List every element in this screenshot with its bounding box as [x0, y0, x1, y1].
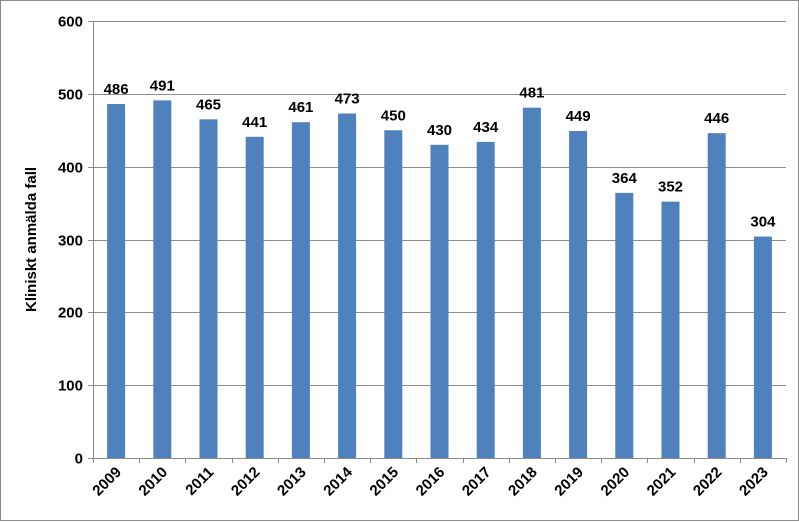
- y-tick-label: 100: [58, 378, 83, 395]
- x-tick-label: 2022: [690, 464, 726, 500]
- y-tick-label: 0: [75, 451, 83, 468]
- data-label: 430: [427, 122, 452, 139]
- y-tick-label: 200: [58, 305, 83, 322]
- data-label: 491: [150, 77, 175, 94]
- bar: [476, 141, 495, 459]
- data-label: 352: [658, 179, 683, 196]
- bar: [430, 144, 449, 459]
- x-tick-label: 2016: [413, 464, 449, 500]
- x-tick-label: 2020: [598, 464, 634, 500]
- bars: [107, 100, 772, 459]
- bar: [522, 107, 541, 459]
- bar: [707, 133, 726, 458]
- x-tick-label: 2010: [136, 464, 172, 500]
- x-tick-label: 2011: [182, 464, 217, 499]
- data-label: 461: [288, 99, 313, 116]
- bar: [569, 130, 588, 458]
- bar: [615, 192, 634, 459]
- y-tick-label: 600: [58, 14, 83, 31]
- y-axis-title: Kliniskt anmälda fall: [23, 167, 40, 312]
- x-tick-label: 2019: [551, 464, 587, 500]
- data-label: 441: [242, 114, 267, 131]
- bar: [199, 119, 218, 458]
- data-label: 449: [566, 108, 591, 125]
- data-label: 304: [750, 214, 776, 231]
- data-label: 446: [704, 110, 729, 127]
- x-tick-label: 2014: [320, 463, 356, 499]
- bar: [107, 104, 126, 458]
- bar: [338, 113, 357, 458]
- x-tick-label: 2017: [459, 464, 495, 500]
- data-label: 486: [104, 81, 129, 98]
- y-tick-label: 500: [58, 87, 83, 104]
- x-tick-label: 2009: [89, 464, 125, 500]
- data-label: 473: [335, 90, 360, 107]
- y-tick-label: 300: [58, 233, 83, 250]
- data-label: 434: [473, 119, 499, 136]
- y-tick-label: 400: [58, 160, 83, 177]
- data-label: 364: [612, 170, 638, 187]
- bar: [753, 236, 772, 458]
- axes: [88, 21, 787, 463]
- x-tick-label: 2023: [736, 464, 772, 500]
- bar: [291, 122, 310, 458]
- bar: [153, 100, 172, 458]
- bar: [245, 136, 264, 458]
- x-tick-label: 2018: [505, 464, 541, 500]
- x-tick-label: 2013: [274, 464, 310, 500]
- bar: [661, 201, 680, 459]
- x-tick-label: 2015: [367, 464, 403, 500]
- data-label: 450: [381, 107, 406, 124]
- x-tick-label: 2021: [644, 464, 680, 500]
- data-label: 465: [196, 96, 221, 113]
- x-tick-label: 2012: [228, 464, 264, 500]
- bar: [384, 130, 403, 458]
- data-label: 481: [519, 85, 544, 102]
